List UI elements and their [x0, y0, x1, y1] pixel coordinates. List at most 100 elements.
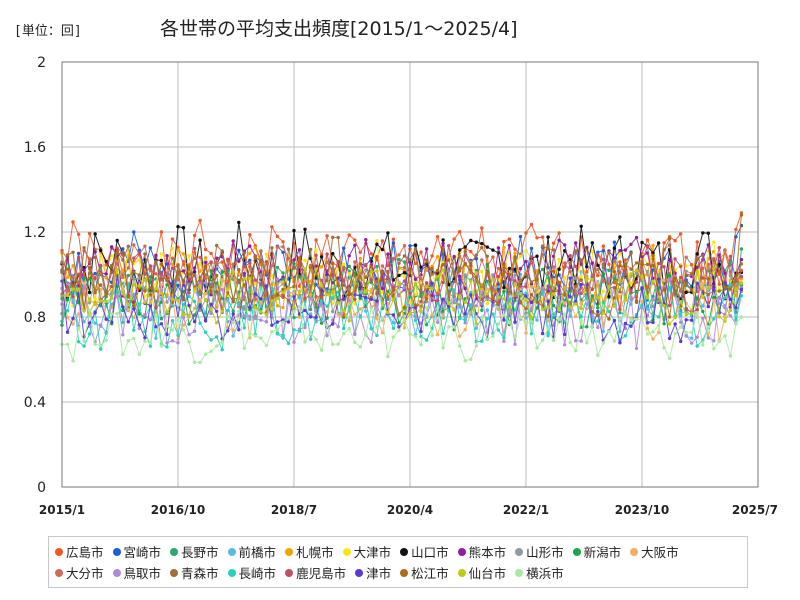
data-point [618, 260, 622, 264]
data-point [667, 303, 672, 308]
data-point [640, 317, 644, 321]
legend: 広島市 宮崎市 長野市 前橋市 札幌市 大津市 山口市 熊本市 山形市 新潟市 大阪市 大分市 鳥取市 青… [48, 536, 748, 588]
data-point [496, 295, 501, 300]
data-point [231, 312, 235, 316]
data-point [667, 274, 672, 278]
data-point [557, 317, 561, 321]
data-point [496, 328, 501, 332]
data-point [651, 304, 655, 309]
data-point [82, 276, 86, 281]
data-point [524, 321, 528, 325]
data-point [463, 286, 467, 291]
data-point [447, 269, 451, 273]
data-point [358, 307, 362, 311]
data-point [176, 298, 180, 303]
data-point [529, 255, 534, 259]
data-point [248, 261, 252, 265]
data-point [413, 292, 418, 297]
data-point [176, 333, 180, 338]
legend-label: 宮崎市 [123, 545, 162, 560]
legend-label: 青森市 [181, 566, 219, 581]
data-point [474, 271, 478, 275]
legend-marker-icon [515, 547, 524, 556]
data-point [187, 253, 191, 258]
data-point [585, 277, 589, 281]
data-point [607, 329, 611, 334]
data-point [701, 304, 705, 308]
data-point [458, 248, 462, 252]
data-point [192, 306, 197, 311]
data-point [469, 293, 473, 297]
legend-item: 津市 [355, 562, 391, 583]
data-point [364, 262, 368, 267]
data-point [485, 317, 489, 321]
data-point [551, 303, 556, 308]
data-point [104, 275, 108, 280]
data-point [231, 328, 235, 333]
data-point [596, 267, 600, 272]
data-point [601, 341, 605, 345]
data-point [65, 275, 70, 280]
data-point [270, 294, 274, 299]
legend-label: 大阪市 [641, 545, 679, 560]
data-point [579, 224, 583, 228]
data-point [496, 266, 501, 271]
data-point [93, 276, 97, 281]
data-point [667, 336, 672, 341]
data-point [469, 264, 473, 268]
data-point [237, 268, 241, 272]
data-point [612, 259, 617, 263]
data-point [551, 248, 556, 252]
data-point [419, 250, 423, 254]
data-point [695, 252, 699, 256]
data-point [259, 336, 263, 340]
data-point [137, 352, 141, 357]
data-point [408, 260, 412, 264]
data-point [662, 287, 666, 291]
data-point [181, 259, 186, 264]
data-point [662, 346, 666, 350]
data-point [590, 324, 594, 328]
legend-item: 松江市 [400, 562, 449, 583]
data-point [308, 247, 313, 252]
data-point [463, 359, 467, 363]
data-point [215, 321, 219, 325]
data-point [93, 297, 97, 301]
data-point [529, 315, 534, 320]
data-point [579, 278, 583, 282]
data-point [502, 336, 506, 340]
data-point [358, 256, 362, 261]
legend-item: 山形市 [515, 541, 564, 562]
data-point [237, 220, 241, 225]
data-point [452, 279, 456, 284]
data-point [474, 253, 478, 257]
data-point [419, 329, 423, 334]
legend-item: 鹿児島市 [285, 562, 346, 583]
data-point [203, 330, 208, 334]
data-point [314, 264, 318, 268]
data-point [458, 274, 462, 279]
data-point [546, 284, 550, 288]
data-point [585, 341, 589, 345]
data-point [447, 244, 451, 248]
data-point [242, 264, 246, 269]
data-point [336, 235, 340, 240]
data-point [679, 264, 683, 269]
data-point [358, 296, 362, 300]
data-point [529, 280, 534, 284]
data-point [143, 272, 147, 276]
data-point [413, 277, 418, 282]
data-point [132, 315, 136, 320]
data-point [447, 301, 451, 306]
data-point [585, 265, 589, 269]
data-point [518, 279, 523, 283]
data-point [485, 308, 489, 312]
data-point [518, 301, 523, 305]
data-point [524, 294, 528, 298]
data-point [540, 307, 545, 312]
data-point [286, 341, 291, 346]
data-point [126, 244, 130, 248]
data-point [215, 344, 219, 348]
data-point [259, 297, 263, 301]
data-point [336, 284, 340, 288]
